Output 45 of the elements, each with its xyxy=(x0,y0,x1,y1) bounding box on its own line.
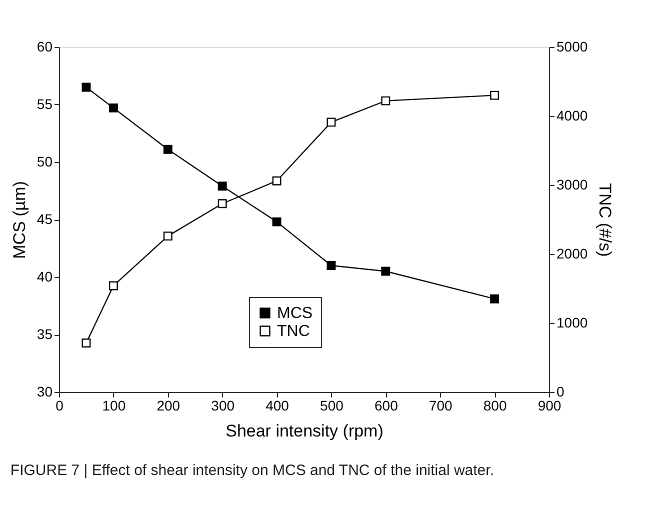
point xyxy=(272,217,282,226)
point xyxy=(108,281,118,290)
x-axis-title: Shear intensity (rpm) xyxy=(226,422,384,440)
point xyxy=(490,294,500,304)
legend-label: TNC xyxy=(277,323,310,340)
y-tick-label: 55 xyxy=(36,96,53,112)
x-tick-label: 400 xyxy=(266,398,290,414)
x-tick-label: 900 xyxy=(538,398,562,414)
y2-axis-title: TNC (#/s) xyxy=(596,183,615,257)
point xyxy=(381,96,390,106)
y-tick-label: 50 xyxy=(36,154,53,170)
point xyxy=(490,90,500,100)
y2-tick-label: 0 xyxy=(556,384,564,400)
y-tick-label: 35 xyxy=(36,326,53,342)
y2-tick-label: 1000 xyxy=(556,314,588,330)
x-tick-label: 600 xyxy=(374,398,398,414)
y-tick-label: 40 xyxy=(36,268,53,284)
x-tick-label: 800 xyxy=(483,398,507,414)
point xyxy=(326,118,336,127)
point xyxy=(218,182,227,191)
y2-tick-label: 5000 xyxy=(556,38,588,54)
point xyxy=(326,261,336,270)
y-tick-label: 30 xyxy=(36,384,53,400)
y2-tick-label: 3000 xyxy=(556,176,588,192)
point xyxy=(381,266,390,276)
y-axis-title: MCS (µm) xyxy=(10,181,29,259)
point xyxy=(108,103,118,112)
point xyxy=(163,232,172,241)
x-tick-label: 200 xyxy=(156,398,180,414)
y-tick-label: 45 xyxy=(36,211,53,227)
x-tick-label: 500 xyxy=(320,398,344,414)
x-tick-label: 300 xyxy=(211,398,235,414)
caption: FIGURE 7 | Effect of shear intensity on MCS and TNC of the initial water. xyxy=(10,462,494,479)
legend-label: MCS xyxy=(277,305,313,322)
y2-tick-label: 2000 xyxy=(556,246,588,262)
x-tick-label: 0 xyxy=(56,398,64,414)
point xyxy=(218,199,227,208)
point xyxy=(82,338,91,348)
point xyxy=(272,176,282,186)
point xyxy=(82,82,91,92)
y-tick-label: 60 xyxy=(36,38,53,54)
point xyxy=(163,144,172,154)
x-tick-label: 100 xyxy=(102,398,126,414)
x-tick-label: 700 xyxy=(428,398,453,414)
y2-tick-label: 4000 xyxy=(556,108,588,124)
